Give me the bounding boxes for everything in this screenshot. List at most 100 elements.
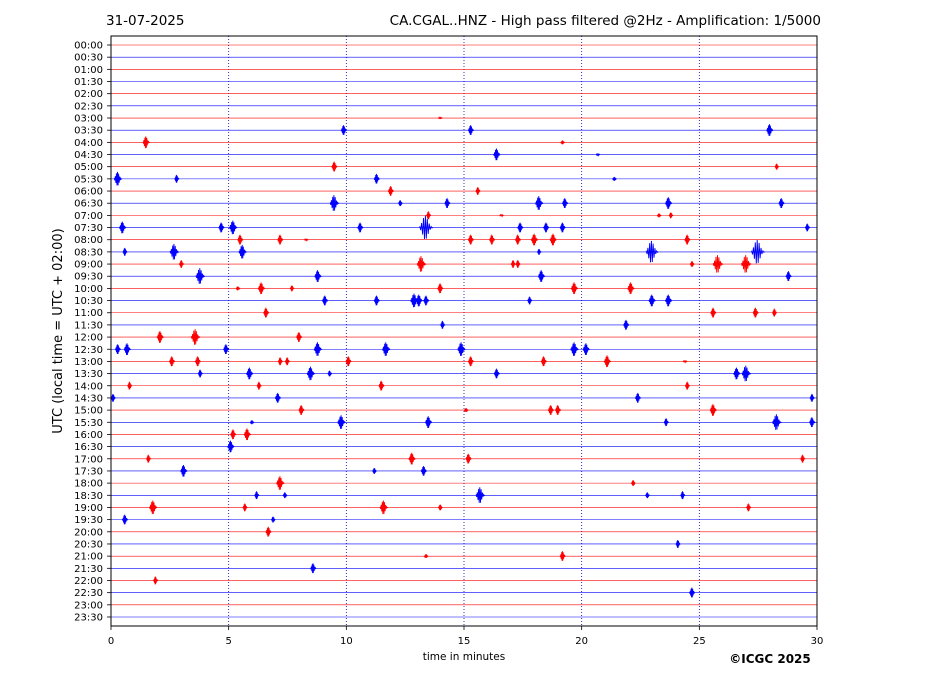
seismic-event: [270, 516, 276, 523]
y-tick-label: 04:00: [74, 138, 103, 149]
seismic-event: [663, 418, 669, 427]
seismic-event: [263, 307, 270, 318]
seismic-event: [122, 247, 128, 256]
y-tick-label: 15:00: [74, 406, 103, 417]
y-tick-label: 20:00: [74, 527, 103, 538]
y-tick-label: 00:30: [74, 53, 103, 64]
seismic-event: [419, 215, 434, 240]
seismic-event: [235, 286, 241, 291]
seismic-event: [437, 283, 444, 294]
seismic-event: [249, 420, 255, 425]
seismic-event: [809, 393, 815, 402]
seismic-event: [256, 381, 262, 390]
x-axis-label: time in minutes: [423, 651, 505, 663]
seismic-event: [664, 294, 673, 307]
seismic-event: [467, 125, 475, 135]
y-tick-label: 14:00: [74, 381, 103, 392]
y-tick-label: 18:00: [74, 479, 103, 490]
seismic-event: [623, 319, 630, 330]
seismic-event: [373, 173, 380, 184]
seismic-event: [331, 161, 338, 172]
vertical-grid: [228, 36, 700, 626]
seismic-event: [114, 344, 122, 355]
y-tick-label: 21:00: [74, 552, 103, 563]
trace-lines: [111, 44, 817, 618]
seismic-event: [218, 222, 225, 233]
seismic-event: [656, 213, 662, 218]
seismic-event: [382, 342, 391, 356]
seismic-event: [408, 452, 416, 465]
y-tick-label: 02:00: [74, 89, 103, 100]
seismic-event: [771, 308, 778, 317]
seismic-event: [514, 234, 522, 245]
y-tick-label: 01:00: [74, 65, 103, 76]
seismic-event: [582, 343, 590, 356]
seismic-event: [603, 355, 612, 368]
seismic-event: [110, 393, 116, 402]
y-tick-label: 23:00: [74, 600, 103, 611]
seismic-event: [329, 195, 340, 211]
x-tick-label: 15: [458, 636, 471, 647]
x-ticks: 0 5 10 15 20 25 30: [108, 626, 824, 647]
y-tick-label: 04:30: [74, 150, 103, 161]
seismic-event: [178, 260, 185, 268]
y-tick-label: 00:00: [74, 41, 103, 52]
y-tick-label: 16:00: [74, 430, 103, 441]
seismic-event: [709, 404, 718, 416]
seismic-event: [499, 213, 504, 218]
seismic-event: [254, 491, 260, 500]
seismic-event: [372, 467, 377, 474]
y-tick-label: 21:30: [74, 564, 103, 575]
seismic-event: [689, 261, 695, 267]
seismic-event: [684, 381, 691, 390]
seismic-event: [313, 342, 323, 356]
seismic-event: [465, 453, 472, 464]
seismic-event: [246, 367, 254, 380]
seismic-event: [168, 356, 176, 367]
seismic-event: [680, 491, 686, 500]
seismic-event: [423, 295, 430, 306]
y-axis-label: UTC (local time = UTC + 02:00): [51, 228, 66, 433]
y-tick-label: 11:30: [74, 320, 103, 331]
seismic-event: [379, 500, 389, 515]
seismic-event: [595, 153, 601, 157]
seismic-event: [645, 240, 659, 263]
seismic-event: [373, 295, 380, 306]
x-tick-label: 30: [811, 636, 824, 647]
y-tick-label: 08:30: [74, 247, 103, 258]
y-tick-label: 01:30: [74, 77, 103, 88]
x-tick-label: 25: [693, 636, 706, 647]
seismic-event: [554, 405, 562, 415]
seismic-event: [169, 243, 180, 260]
y-tick-label: 11:00: [74, 308, 103, 319]
seismic-event: [387, 185, 395, 196]
chart-title: CA.CGAL..HNZ - High pass filtered @2Hz -…: [390, 13, 821, 29]
seismic-event: [223, 344, 230, 355]
seismic-event: [809, 417, 816, 428]
seismic-event: [420, 465, 427, 476]
copyright: ©ICGC 2025: [729, 652, 811, 666]
seismic-event: [800, 454, 806, 463]
seismic-event: [298, 405, 305, 415]
seismic-event: [123, 343, 132, 356]
y-tick-label: 22:00: [74, 576, 103, 587]
seismic-event: [467, 234, 475, 245]
seismic-event: [710, 307, 717, 318]
seismic-event: [127, 381, 133, 390]
seismic-event: [540, 356, 548, 367]
seismic-event: [543, 222, 550, 233]
y-tick-label: 17:30: [74, 466, 103, 477]
seismic-event: [733, 367, 741, 380]
seismic-event: [357, 222, 364, 233]
seismic-event: [257, 282, 266, 295]
seismic-event: [180, 464, 188, 477]
seismic-event: [561, 198, 569, 209]
y-tick-label: 19:00: [74, 503, 103, 514]
seismic-event: [549, 233, 557, 246]
seismic-event: [547, 405, 555, 415]
seismic-event: [242, 503, 248, 512]
seismic-event: [751, 239, 766, 264]
seismic-event: [142, 136, 150, 149]
seismic-event: [493, 368, 500, 379]
